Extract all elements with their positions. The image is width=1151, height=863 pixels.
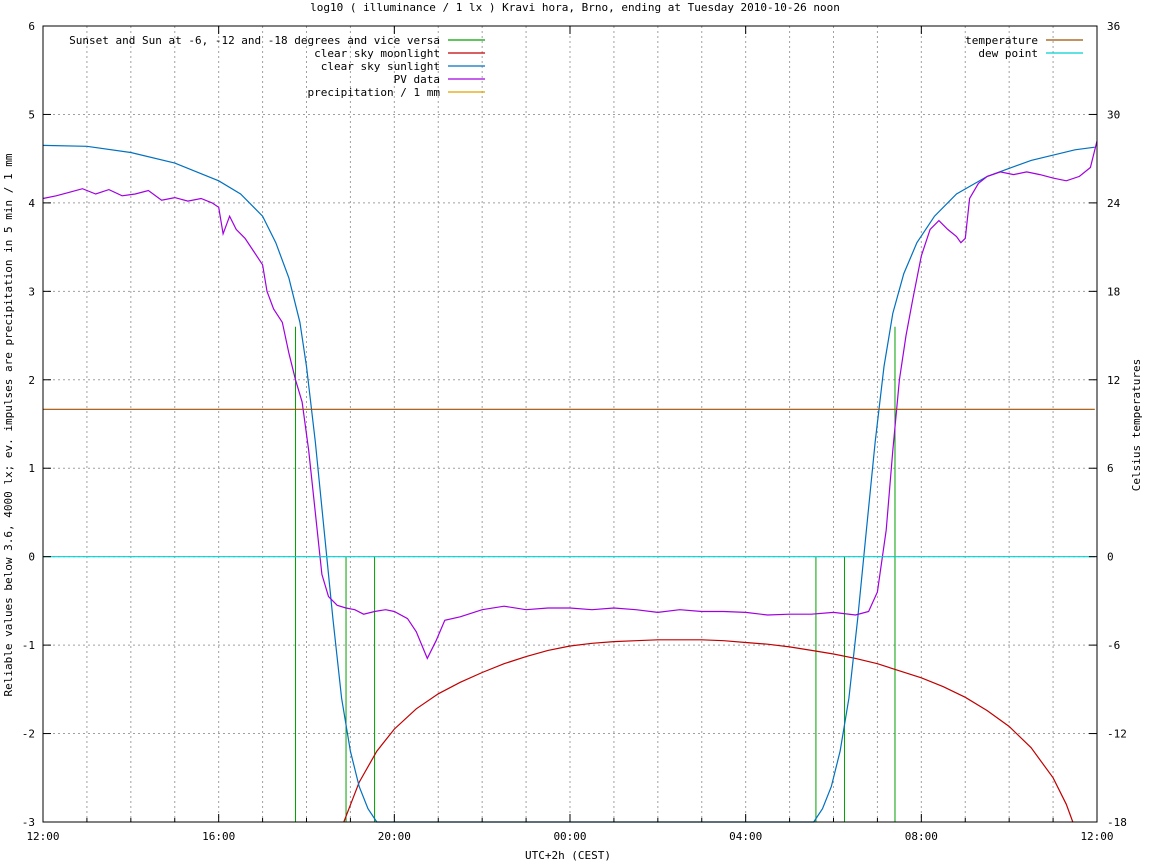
y-tick-label: 3: [28, 285, 35, 298]
y-tick-label: 5: [28, 108, 35, 121]
x-tick-label: 12:00: [26, 830, 59, 843]
y-tick-label: 0: [28, 551, 35, 564]
y-tick-label: 2: [28, 374, 35, 387]
y-tick-label: -3: [22, 816, 35, 829]
clear-sky-moonlight-line: [343, 639, 1074, 823]
legend-label: temperature: [965, 34, 1038, 47]
y2-tick-label: 12: [1107, 374, 1120, 387]
y2-tick-label: 0: [1107, 551, 1114, 564]
x-tick-label: 12:00: [1080, 830, 1113, 843]
y2-tick-label: 18: [1107, 285, 1120, 298]
axes: 12:00 16:00 20:00 00:00 04:00 08:00 12:00-3-2-…: [22, 20, 1127, 843]
x-tick-label: 04:00: [729, 830, 762, 843]
legend-label: clear sky sunlight: [321, 60, 440, 73]
y2-tick-label: 6: [1107, 462, 1114, 475]
x-tick-label: 08:00: [905, 830, 938, 843]
legend-label: precipitation / 1 mm: [308, 86, 441, 99]
y-tick-label: -1: [22, 639, 35, 652]
y2-tick-label: -12: [1107, 728, 1127, 741]
x-tick-label: 16:00: [202, 830, 235, 843]
legend-label: clear sky moonlight: [314, 47, 440, 60]
legend-label: Sunset and Sun at -6, -12 and -18 degree…: [69, 34, 440, 47]
y-tick-label: 6: [28, 20, 35, 33]
y2-tick-label: 30: [1107, 108, 1120, 121]
y2-tick-label: 36: [1107, 20, 1120, 33]
y2-tick-label: -18: [1107, 816, 1127, 829]
x-tick-label: 20:00: [378, 830, 411, 843]
legend: Sunset and Sun at -6, -12 and -18 degree…: [69, 34, 1083, 99]
y-axis-label: Reliable values below 3.6, 4000 lx; ev. …: [2, 153, 15, 696]
legend-label: dew point: [978, 47, 1038, 60]
plot-series: [42, 140, 1098, 823]
y-tick-label: 1: [28, 462, 35, 475]
y-tick-label: -2: [22, 728, 35, 741]
y2-tick-label: 24: [1107, 197, 1121, 210]
y2-axis-label: Celsius temperatures: [1130, 359, 1143, 491]
x-tick-label: 00:00: [553, 830, 586, 843]
chart-title: log10 ( illuminance / 1 lx ) Kravi hora,…: [310, 1, 840, 14]
pv-data-line: [42, 140, 1098, 660]
y2-tick-label: -6: [1107, 639, 1120, 652]
y-tick-label: 4: [28, 197, 35, 210]
x-axis-label: UTC+2h (CEST): [525, 849, 611, 862]
legend-label: PV data: [394, 73, 440, 86]
